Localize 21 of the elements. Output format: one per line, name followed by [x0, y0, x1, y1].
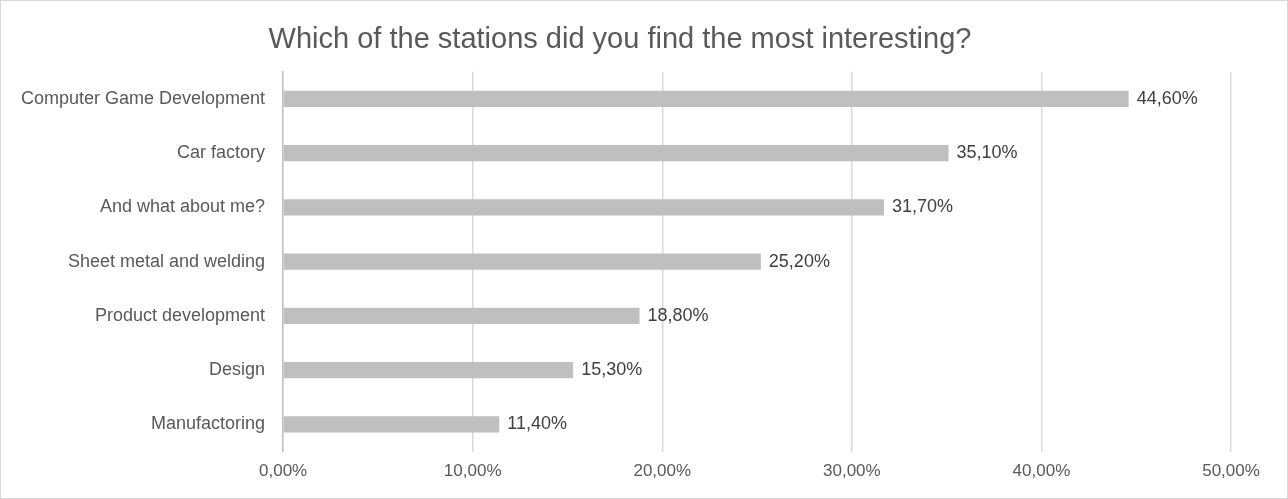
- y-tick-label: Car factory: [177, 142, 266, 163]
- y-tick-label: Design: [209, 359, 266, 380]
- y-tick-label: Manufactoring: [151, 413, 266, 434]
- y-tick-label: Product development: [95, 304, 266, 325]
- data-label: 35,10%: [956, 142, 1018, 163]
- data-label: 11,40%: [507, 413, 567, 434]
- data-label: 44,60%: [1136, 87, 1198, 108]
- x-tick-label: 50,00%: [1202, 461, 1260, 481]
- x-tick-label: 0,00%: [259, 461, 308, 481]
- y-tick-label: And what about me?: [99, 196, 266, 217]
- data-label: 15,30%: [581, 359, 643, 380]
- x-tick-label: 20,00%: [633, 461, 692, 481]
- data-label: 31,70%: [892, 196, 954, 217]
- x-tick-label: 40,00%: [1012, 461, 1071, 481]
- y-tick-label: Sheet metal and welding: [67, 250, 266, 271]
- x-tick-label: 10,00%: [443, 461, 502, 481]
- x-tick-label: 30,00%: [823, 461, 881, 481]
- data-label: 25,20%: [768, 250, 830, 271]
- data-label: 18,80%: [647, 304, 709, 325]
- y-tick-label: Computer Game Development: [21, 87, 266, 108]
- chart-title: Which of the stations did you find the most interesting?: [268, 22, 972, 55]
